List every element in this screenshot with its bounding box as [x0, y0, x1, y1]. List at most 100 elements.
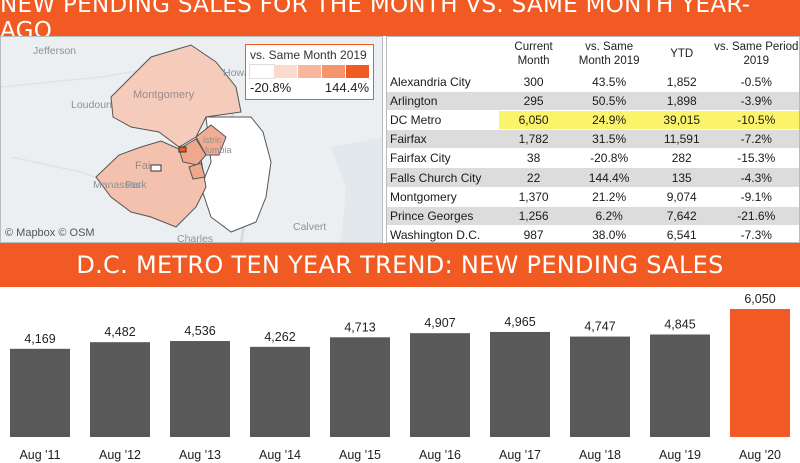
map-label-jefferson: Jefferson [33, 45, 76, 57]
legend-swatch [249, 64, 275, 79]
row-value-cell: -21.6% [713, 205, 799, 226]
row-value-cell: -3.9% [713, 90, 799, 111]
row-value-cell: -7.3% [713, 224, 799, 245]
row-value-cell: 9,074 [649, 186, 714, 207]
table-row: Fairfax City 38 -20.8% 282 -15.3% [387, 148, 799, 168]
row-value-cell: 1,370 [498, 186, 569, 207]
legend-swatch [298, 65, 322, 78]
ten-year-trend-chart: 4,169 Aug '11 4,482 Aug '12 4,536 Aug '13 4,26… [10, 292, 790, 462]
top-banner-title: NEW PENDING SALES FOR THE MONTH VS. SAME… [0, 0, 800, 44]
x-tick-label: Aug '20 [739, 448, 781, 462]
color-legend: vs. Same Month 2019 -20.8% 144.4% [245, 44, 374, 100]
table-header-row: Current Month vs. Same Month 2019 YTD vs… [387, 37, 799, 72]
bay-shape [331, 137, 382, 242]
region-alexandria [188, 162, 206, 180]
row-value-cell: 135 [649, 167, 714, 188]
row-value-cell: 144.4% [568, 167, 650, 188]
bar-aug20 [730, 309, 790, 437]
region-washington-dc [195, 124, 227, 156]
bottom-banner-title: D.C. METRO TEN YEAR TREND: NEW PENDING S… [0, 243, 800, 287]
row-value-cell: -10.5% [713, 109, 799, 130]
legend-color-ramp [249, 64, 369, 79]
bar-aug16 [410, 333, 470, 437]
row-value-cell: 6,541 [649, 224, 714, 245]
header-vs-same-period: vs. Same Period 2019 [714, 41, 799, 68]
table-row: Washington D.C. 987 38.0% 6,541 -7.3% [387, 224, 799, 245]
map-label-park: Park [125, 179, 147, 191]
bar-aug12 [90, 342, 150, 437]
row-value-cell: 22 [498, 167, 569, 188]
row-value-cell: 31.5% [568, 129, 650, 149]
region-fairfax-city [150, 164, 162, 172]
bar-value-label: 4,482 [104, 325, 135, 339]
sales-table: Current Month vs. Same Month 2019 YTD vs… [387, 37, 799, 245]
map-label-manassas: Manassas [93, 179, 141, 191]
bar-aug17 [490, 331, 550, 437]
header-current-month: Current Month [514, 41, 553, 68]
region-arlington [178, 138, 207, 166]
row-name-cell: Fairfax [387, 129, 499, 149]
bar-value-label: 4,747 [584, 320, 615, 334]
table-row: Alexandria City 300 43.5% 1,852 -0.5% [387, 71, 799, 92]
row-value-cell: 11,591 [649, 129, 714, 149]
row-value-cell: 300 [498, 71, 569, 92]
row-value-cell: 1,852 [649, 71, 714, 92]
row-value-cell: 38.0% [568, 224, 650, 245]
row-value-cell: 1,256 [498, 205, 569, 226]
bar-value-label: 4,845 [664, 317, 695, 331]
x-tick-label: Aug '14 [259, 448, 301, 462]
table-row: DC Metro 6,050 24.9% 39,015 -10.5% [387, 109, 799, 130]
bar-aug11 [10, 348, 70, 437]
row-value-cell: 43.5% [568, 71, 650, 92]
row-value-cell: 1,782 [498, 129, 569, 149]
row-name-cell: Montgomery [387, 186, 499, 207]
row-value-cell: -7.2% [713, 129, 799, 149]
bar-value-label: 4,907 [424, 316, 455, 330]
map-label-columbia: lumbia [205, 145, 232, 155]
row-value-cell: 1,898 [649, 90, 714, 111]
row-value-cell: -15.3% [713, 148, 799, 168]
row-value-cell: 39,015 [649, 109, 714, 130]
region-falls-church [178, 146, 187, 153]
row-name-cell: Falls Church City [387, 167, 499, 188]
row-value-cell: 50.5% [568, 90, 650, 111]
bar-value-label: 4,965 [504, 315, 535, 329]
map-label-fairfax: Fai [135, 160, 151, 172]
bar-aug19 [650, 334, 710, 437]
map-label-calvert: Calvert [293, 221, 327, 233]
table-row: Prince Georges 1,256 6.2% 7,642 -21.6% [387, 205, 799, 226]
region-fairfax [95, 140, 207, 228]
row-value-cell: -0.5% [713, 71, 799, 92]
bar-value-label: 6,050 [744, 292, 775, 306]
row-name-cell: Prince Georges [387, 205, 499, 226]
bar-value-label: 4,262 [264, 330, 295, 344]
x-tick-label: Aug '19 [659, 448, 701, 462]
row-value-cell: 987 [498, 224, 569, 245]
row-value-cell: 295 [498, 90, 569, 111]
row-name-cell: Fairfax City [387, 148, 499, 168]
row-name-cell: DC Metro [387, 109, 499, 130]
row-name-cell: Arlington [387, 90, 499, 111]
bar-aug13 [170, 341, 230, 437]
map-panel[interactable]: Jefferson Howard Loudoun Montgomery Fai … [0, 36, 383, 243]
map-label-charles: Charles [177, 233, 214, 243]
legend-min-label: -20.8% [250, 80, 292, 95]
bar-value-label: 4,536 [184, 324, 215, 338]
sales-table-panel: Current Month vs. Same Month 2019 YTD vs… [386, 36, 800, 245]
row-value-cell: 6,050 [498, 109, 569, 130]
row-value-cell: -4.3% [713, 167, 799, 188]
bar-aug18 [570, 336, 630, 437]
table-row: Fairfax 1,782 31.5% 11,591 -7.2% [387, 129, 799, 149]
map-attribution[interactable]: © Mapbox © OSM [5, 227, 95, 239]
row-value-cell: 7,642 [649, 205, 714, 226]
x-tick-label: Aug '17 [499, 448, 541, 462]
bar-value-label: 4,713 [344, 320, 375, 334]
row-value-cell: -9.1% [713, 186, 799, 207]
header-ytd: YTD [670, 48, 694, 61]
legend-swatch [322, 65, 346, 78]
row-value-cell: 21.2% [568, 186, 650, 207]
legend-swatch [346, 65, 369, 78]
map-label-loudoun: Loudoun [71, 99, 112, 111]
region-montgomery [110, 44, 242, 148]
table-row: Arlington 295 50.5% 1,898 -3.9% [387, 90, 799, 111]
